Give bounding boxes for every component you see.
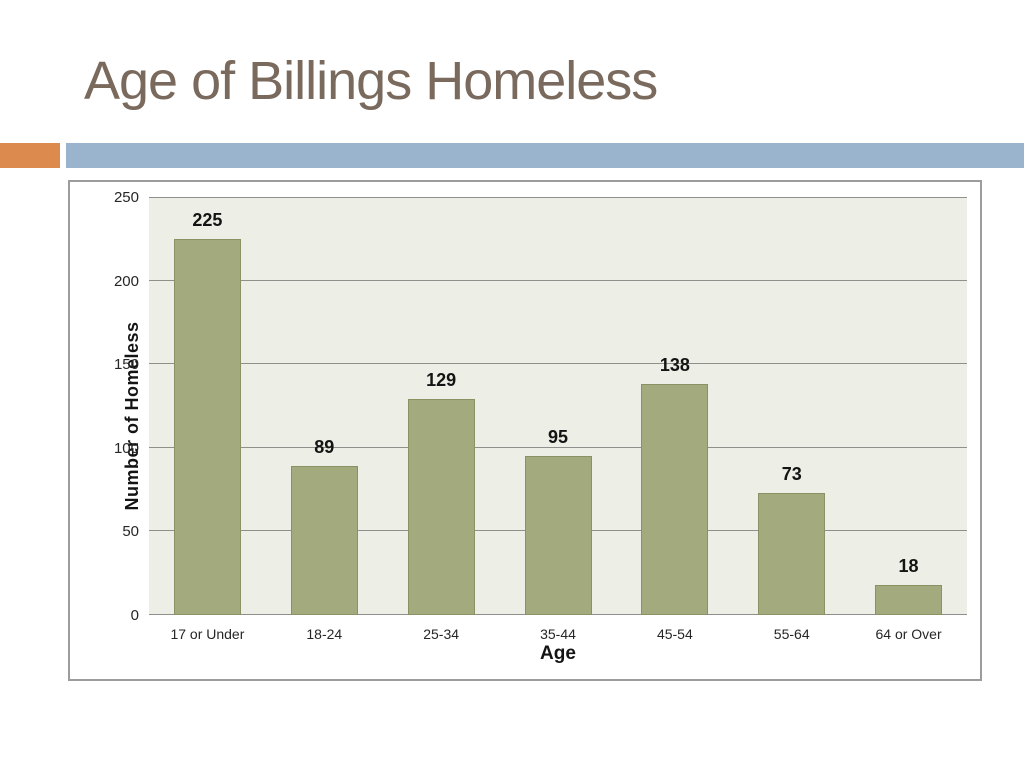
slide-title: Age of Billings Homeless	[84, 51, 658, 111]
x-axis-title: Age	[540, 643, 576, 664]
gridline-150	[149, 363, 967, 364]
value-label-95: 95	[547, 427, 569, 448]
bar-64-or-over	[875, 584, 943, 615]
y-tick-label-0: 0	[130, 607, 139, 624]
gridline-100	[149, 447, 967, 448]
bar-18-24	[290, 466, 358, 615]
value-label-138: 138	[659, 355, 690, 376]
y-axis-title: Number of Homeless	[122, 321, 142, 511]
value-label-129: 129	[426, 370, 457, 391]
x-category-label-64-or-over: 64 or Over	[875, 626, 942, 642]
x-category-label-35-44: 35-44	[540, 626, 576, 642]
orange-accent-bar	[0, 143, 60, 168]
value-label-89: 89	[314, 437, 335, 458]
y-tick-label-200: 200	[113, 272, 139, 290]
value-label-225: 225	[192, 209, 223, 230]
bar-45-54	[641, 384, 709, 615]
x-category-label-45-54: 45-54	[656, 626, 693, 642]
bar-55-64	[758, 492, 826, 615]
blue-accent-bar	[66, 143, 1024, 168]
bar-17-or-under	[173, 238, 241, 615]
y-tick-label-250: 250	[113, 189, 139, 206]
chart-container: Number of Homeless 225 89 129 95 138 73 18 0 50…	[68, 180, 982, 681]
x-category-label-18-24: 18-24	[306, 626, 343, 642]
y-tick-label-150: 150	[113, 356, 139, 374]
bar-35-44	[524, 456, 592, 615]
x-category-label-55-64: 55-64	[773, 626, 810, 642]
y-tick-label-100: 100	[113, 439, 139, 457]
y-tick-label-50: 50	[122, 523, 139, 541]
gridline-250	[149, 197, 967, 198]
x-category-label-25-34: 25-34	[423, 626, 460, 642]
value-label-73: 73	[781, 463, 802, 484]
gridline-200	[149, 280, 967, 281]
value-label-18: 18	[898, 555, 919, 576]
x-category-label-17-or-under: 17 or Under	[170, 626, 245, 642]
bar-25-34	[407, 399, 475, 615]
plot-area: 225 89 129 95 138 73 18	[149, 197, 967, 615]
